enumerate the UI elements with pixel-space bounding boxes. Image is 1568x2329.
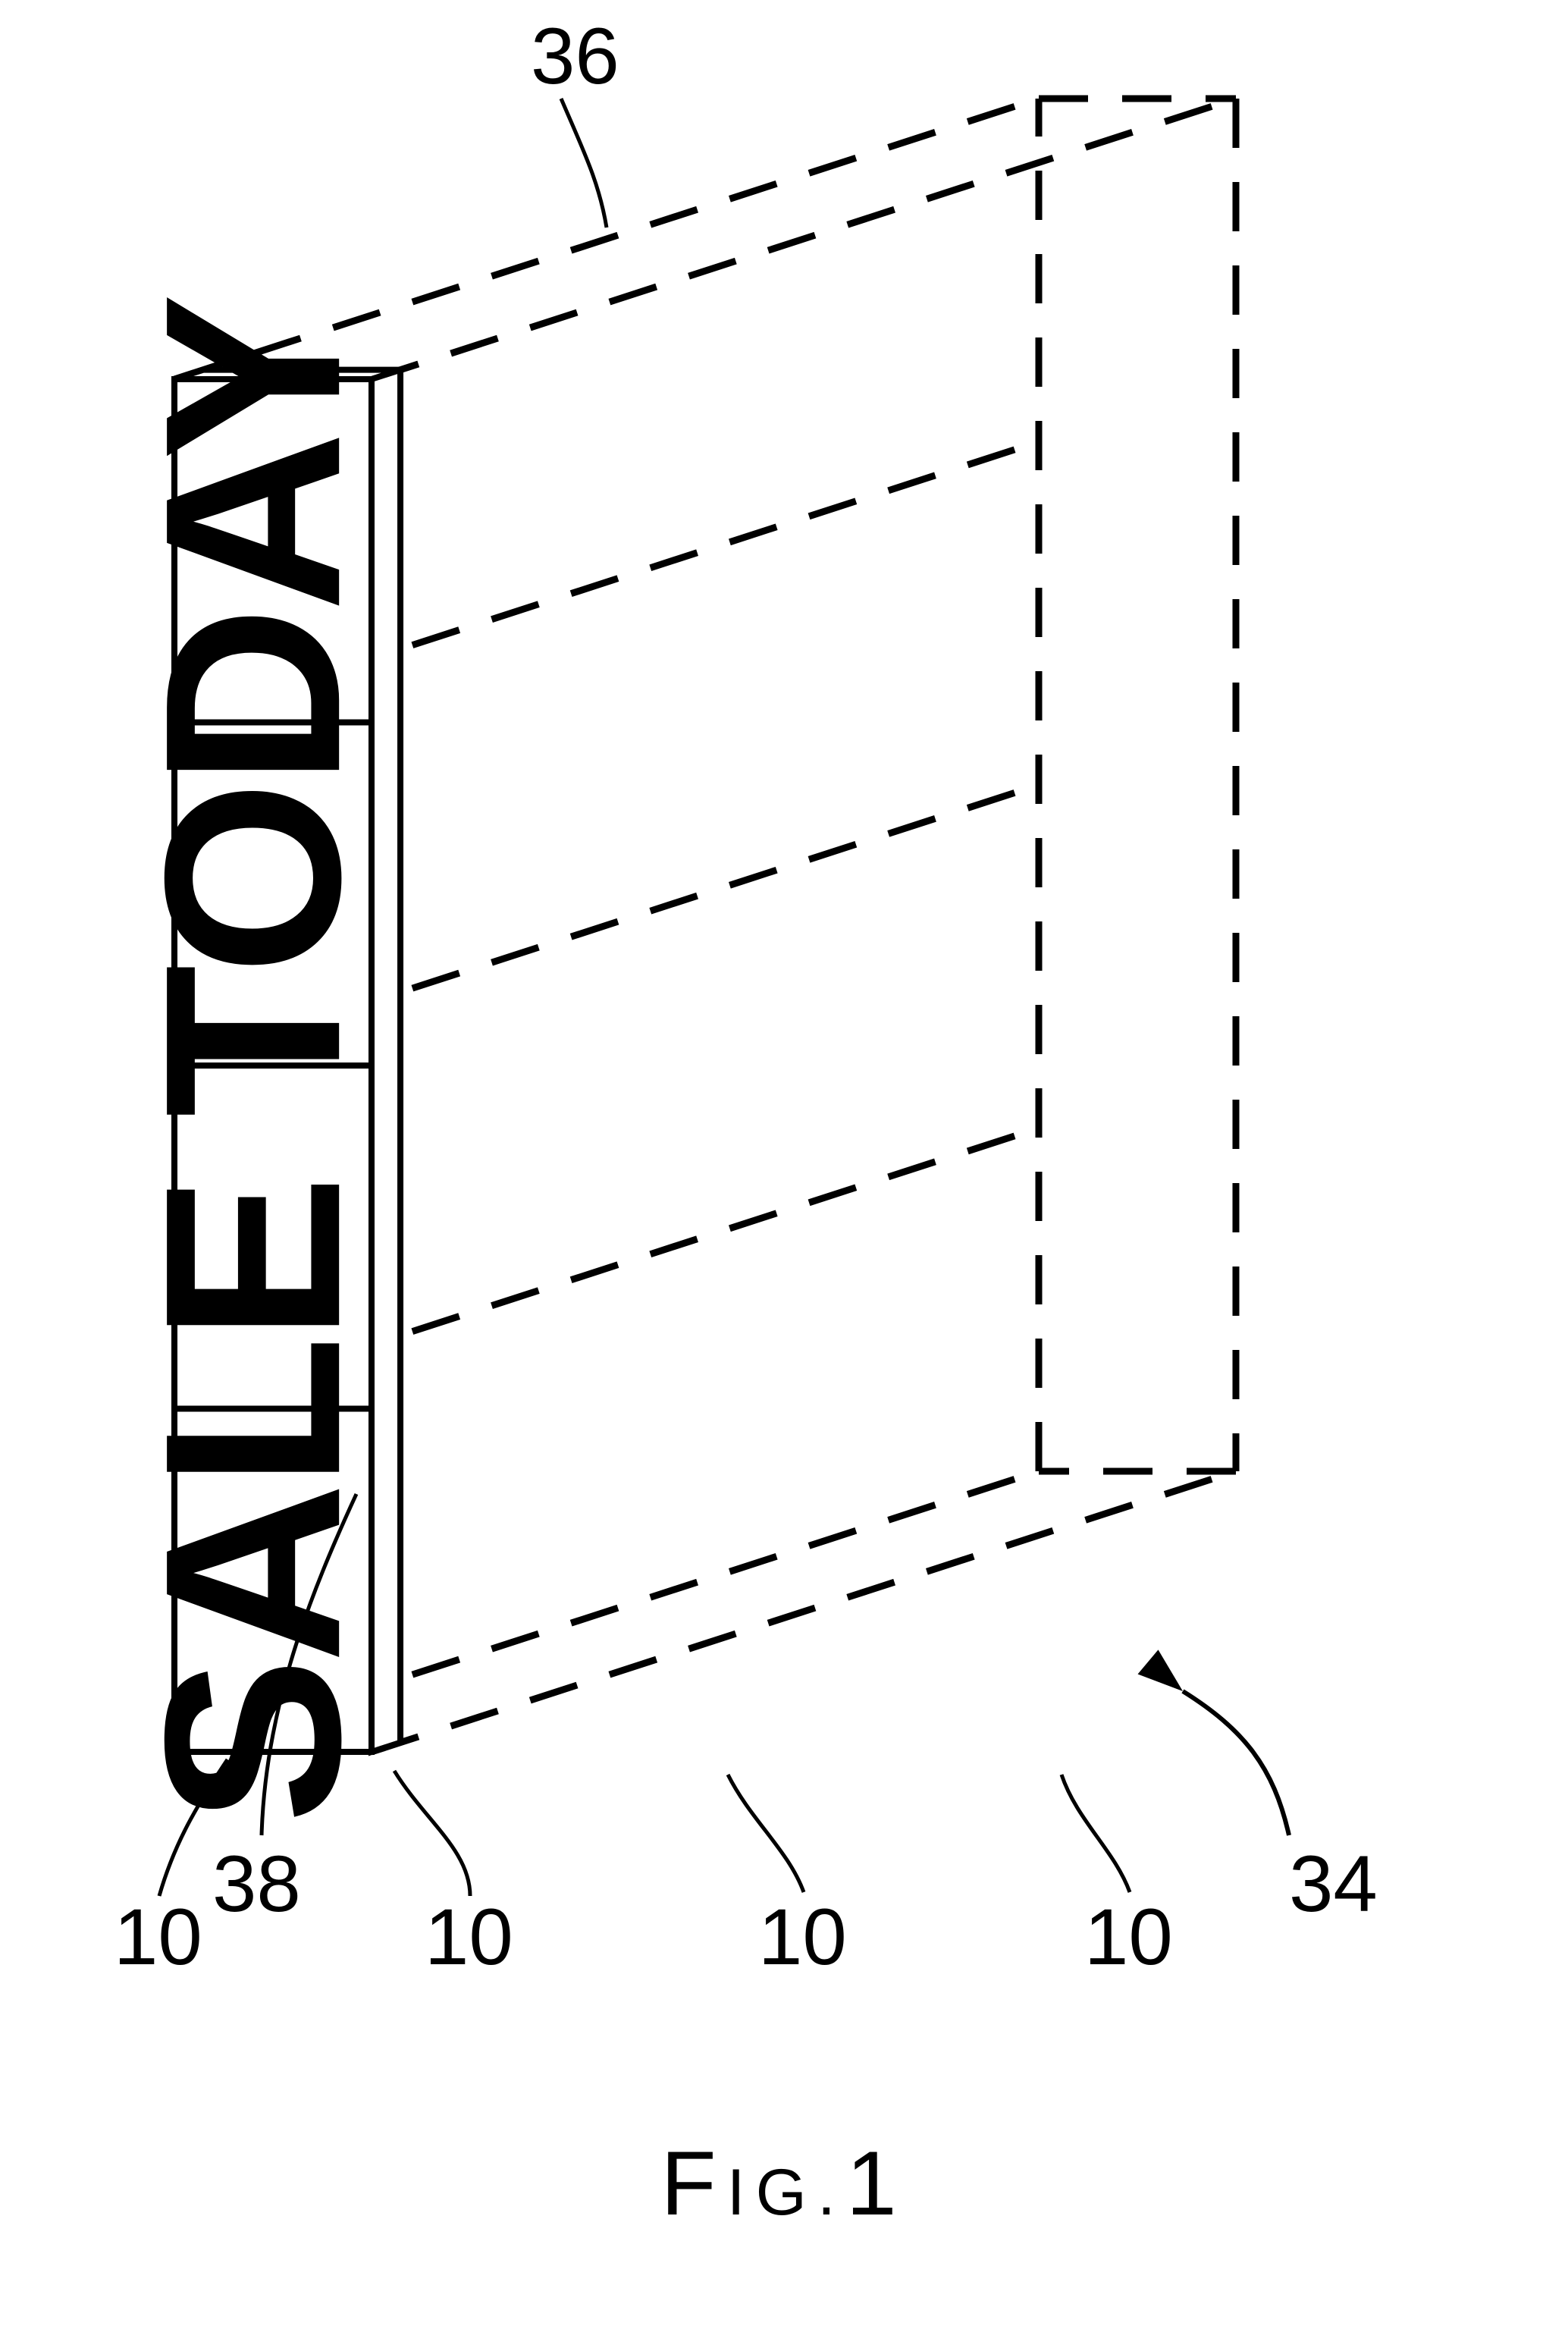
ref-numeral: 10 — [425, 1893, 513, 1982]
leader-arrow — [1183, 1691, 1289, 1835]
ref-numeral: 10 — [758, 1893, 847, 1982]
figure-label: FIG.1 — [660, 2133, 907, 2234]
arrowhead — [1138, 1649, 1193, 1703]
ref-numeral: 34 — [1289, 1840, 1378, 1929]
leader-line — [394, 1771, 470, 1896]
leader-line — [561, 99, 607, 228]
leader-line — [728, 1775, 804, 1892]
display-text: SALE TODAY — [112, 296, 392, 1824]
ref-numeral: 38 — [212, 1840, 301, 1929]
sign-assembly: SALE TODAY — [112, 296, 400, 1824]
ref-numeral: 10 — [114, 1893, 202, 1982]
ref-numeral: 36 — [531, 12, 619, 101]
ref-numeral: 10 — [1084, 1893, 1173, 1982]
leader-line — [1062, 1775, 1130, 1892]
